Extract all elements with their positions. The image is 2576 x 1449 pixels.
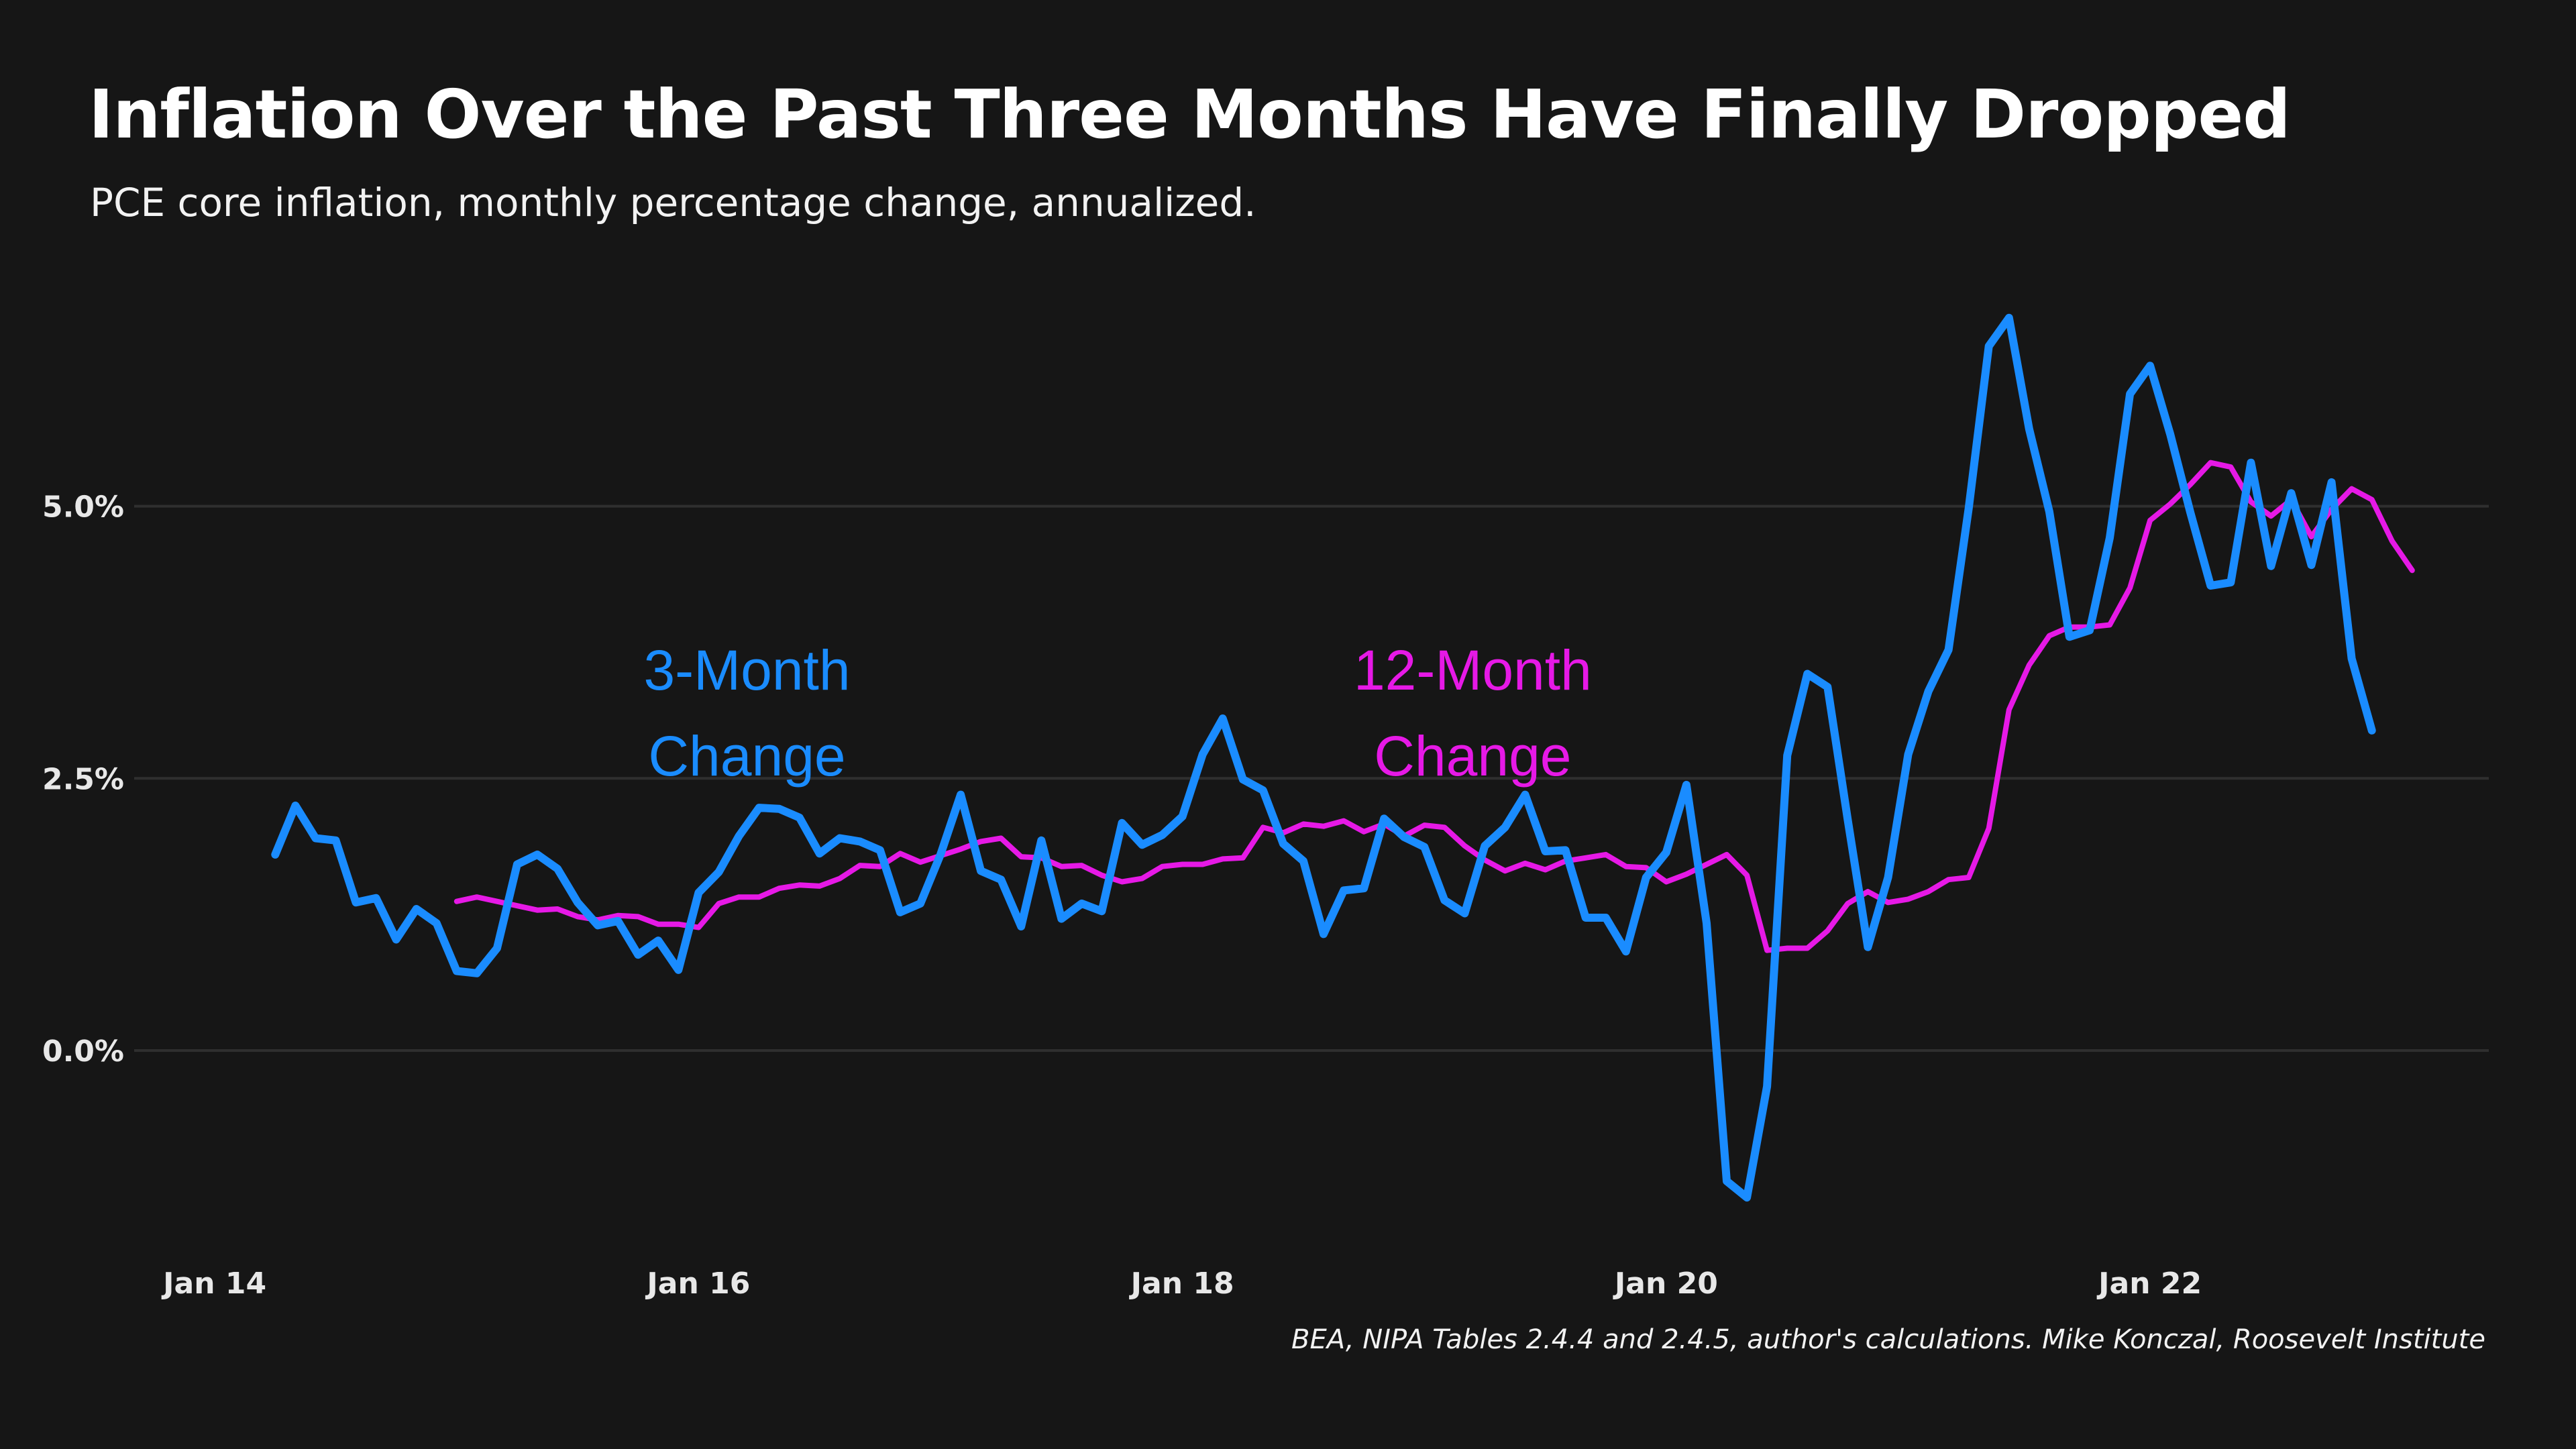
source-note: BEA, NIPA Tables 2.4.4 and 2.4.5, author… xyxy=(1291,1324,2485,1355)
y-tick-label-0: 0.0% xyxy=(42,1034,124,1069)
x-tick-label-2: Jan 18 xyxy=(1129,1267,1234,1301)
annotation-three-month-line-0: 3-Month xyxy=(643,639,850,702)
series-annotations: 3-Month Change 12-Month Change xyxy=(643,639,1591,788)
chart-title: Inflation Over the Past Three Months Hav… xyxy=(89,75,2291,154)
y-tick-label-1: 2.5% xyxy=(42,762,124,796)
annotation-twelve-month-line-0: 12-Month xyxy=(1354,639,1592,702)
chart-subtitle: PCE core inflation, monthly percentage c… xyxy=(90,180,1256,225)
x-tick-label-4: Jan 22 xyxy=(2096,1267,2202,1301)
annotation-twelve-month-line-1: Change xyxy=(1374,724,1571,788)
series-line-three-month xyxy=(271,313,2376,1202)
x-axis-ticks: Jan 14 Jan 16 Jan 18 Jan 20 Jan 22 xyxy=(161,1267,2202,1301)
x-tick-label-0: Jan 14 xyxy=(161,1267,266,1301)
series-lines xyxy=(271,313,2415,1202)
y-axis-ticks: 0.0% 2.5% 5.0% xyxy=(42,490,124,1069)
gridlines xyxy=(134,504,2489,1052)
annotation-three-month-line-1: Change xyxy=(648,724,845,788)
x-tick-label-1: Jan 16 xyxy=(645,1267,750,1301)
x-tick-label-3: Jan 20 xyxy=(1613,1267,1718,1301)
y-tick-label-2: 5.0% xyxy=(42,490,124,525)
